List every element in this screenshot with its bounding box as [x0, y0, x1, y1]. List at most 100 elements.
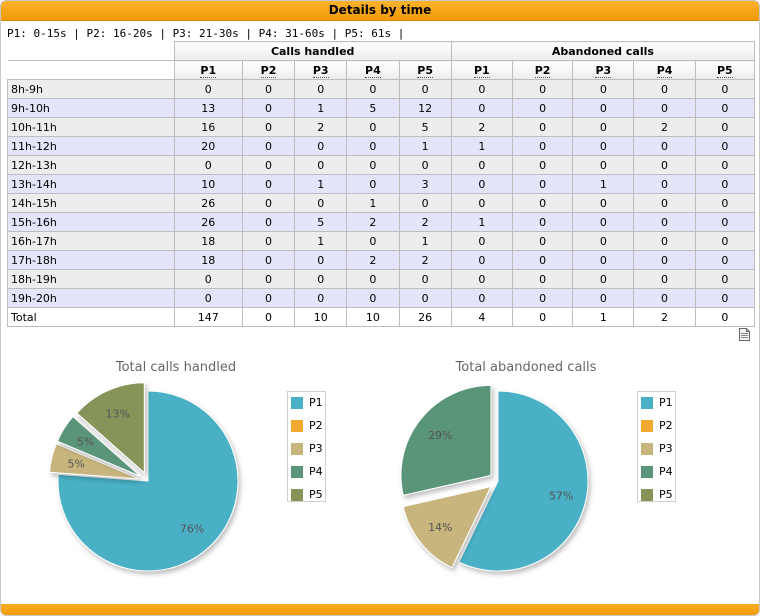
table-cell: 0: [241, 307, 296, 327]
table-cell: 2: [398, 212, 452, 232]
column-header-abandoned-p4[interactable]: P4: [633, 60, 696, 80]
table-cell: 0: [633, 155, 696, 175]
row-label: 12h-13h: [7, 155, 175, 175]
pie-slice-p4[interactable]: [400, 384, 492, 497]
table-cell: 0: [694, 98, 756, 118]
table-row: 11h-12h 20 0 0 0 1 1 0 0 0 0: [7, 136, 756, 156]
pie-slice-p1[interactable]: [458, 390, 589, 572]
table-cell: 0: [572, 288, 635, 308]
table-cell: 0: [633, 79, 696, 99]
column-header-abandoned-p1[interactable]: P1: [450, 60, 513, 80]
table-cell: 1: [450, 212, 513, 232]
table-cell: 16: [173, 117, 243, 137]
table-cell: 0: [633, 288, 696, 308]
pie-slice-label-p4: 29%: [428, 429, 452, 442]
pie-chart-abandoned-calls: 57% 14% 29%: [400, 384, 589, 572]
table-cell: 0: [572, 212, 635, 232]
table-cell: 5: [294, 212, 348, 232]
table-cell: 0: [633, 231, 696, 251]
table-cell: 0: [450, 231, 513, 251]
table-cell: 0: [633, 269, 696, 289]
column-header-handled-p2[interactable]: P2: [241, 60, 296, 80]
table-cell: 12: [398, 98, 452, 118]
column-header-abandoned-p3[interactable]: P3: [572, 60, 635, 80]
table-cell: 1: [294, 231, 348, 251]
column-header-handled-p5[interactable]: P5: [398, 60, 452, 80]
table-cell: 0: [511, 231, 574, 251]
table-cell: 0: [694, 193, 756, 213]
row-label: 9h-10h: [7, 98, 175, 118]
table-cell: 1: [398, 136, 452, 156]
pie-slice-p5[interactable]: [76, 382, 145, 474]
table-cell: 0: [346, 288, 400, 308]
export-document-icon[interactable]: [739, 328, 750, 341]
sub-header-row: P1 P2 P3 P4 P5 P1 P2 P3 P4 P5: [7, 60, 756, 80]
table-cell: 0: [572, 193, 635, 213]
table-cell: 0: [572, 79, 635, 99]
corner-cell: [7, 41, 175, 61]
pie-slice-label-p4: 5%: [77, 436, 94, 449]
table-cell: 0: [694, 231, 756, 251]
table-cell: 0: [511, 307, 574, 327]
table-cell: 0: [572, 269, 635, 289]
pie-slice-p3[interactable]: [402, 485, 492, 569]
table-cell: 0: [450, 193, 513, 213]
table-cell: 0: [694, 117, 756, 137]
table-cell: 0: [241, 136, 296, 156]
column-header-label: P1: [473, 63, 490, 78]
group-header-calls-handled: Calls handled: [173, 41, 452, 61]
table-cell: 1: [572, 174, 635, 194]
group-header-abandoned-calls: Abandoned calls: [450, 41, 756, 61]
table-cell: 5: [398, 117, 452, 137]
legend-label: P2: [659, 419, 673, 432]
table-cell: 0: [241, 98, 296, 118]
table-cell: 0: [241, 155, 296, 175]
row-label: 10h-11h: [7, 117, 175, 137]
table-cell: 1: [294, 174, 348, 194]
row-label: 15h-16h: [7, 212, 175, 232]
table-cell: 0: [450, 98, 513, 118]
table-row: 8h-9h 0 0 0 0 0 0 0 0 0 0: [7, 79, 756, 99]
column-header-abandoned-p2[interactable]: P2: [511, 60, 574, 80]
column-header-label: P2: [534, 63, 551, 78]
column-header-abandoned-p5[interactable]: P5: [694, 60, 756, 80]
table-cell: 0: [633, 174, 696, 194]
table-cell: 0: [450, 269, 513, 289]
row-label: 11h-12h: [7, 136, 175, 156]
table-cell: 0: [511, 269, 574, 289]
pie-slice-label-p3: 14%: [428, 521, 452, 534]
column-header-handled-p1[interactable]: P1: [173, 60, 243, 80]
table-cell: 0: [572, 117, 635, 137]
table-cell: 0: [450, 174, 513, 194]
table-row: 16h-17h 18 0 1 0 1 0 0 0 0 0: [7, 231, 756, 251]
table-row: 18h-19h 0 0 0 0 0 0 0 0 0 0: [7, 269, 756, 289]
table-cell: 0: [633, 98, 696, 118]
column-header-label: P3: [595, 63, 612, 78]
table-row: 12h-13h 0 0 0 0 0 0 0 0 0 0: [7, 155, 756, 175]
column-header-label: P5: [716, 63, 733, 78]
table-cell: 0: [346, 136, 400, 156]
table-cell: 10: [294, 307, 348, 327]
column-header-handled-p4[interactable]: P4: [346, 60, 400, 80]
table-cell: 0: [450, 155, 513, 175]
row-label: 16h-17h: [7, 231, 175, 251]
table-cell: 18: [173, 250, 243, 270]
legend-abandoned-calls: P1 P2 P3 P4 P5: [637, 391, 676, 502]
table-cell: 1: [346, 193, 400, 213]
pie-slice-p1[interactable]: [57, 390, 239, 572]
table-cell: 1: [572, 307, 635, 327]
table-cell: 0: [511, 288, 574, 308]
pie-slice-p3[interactable]: [48, 443, 140, 480]
pie-slice-label-p5: 13%: [105, 408, 129, 421]
table-cell: 0: [241, 117, 296, 137]
table-cell: 0: [173, 269, 243, 289]
table-cell: 0: [294, 193, 348, 213]
table-cell: 0: [346, 155, 400, 175]
legend-swatch: [291, 420, 303, 432]
column-header-handled-p3[interactable]: P3: [294, 60, 348, 80]
legend-swatch: [291, 443, 303, 455]
pie-slice-p4[interactable]: [56, 415, 141, 477]
table-cell: 0: [450, 79, 513, 99]
table-cell: 2: [633, 117, 696, 137]
table-cell: 0: [572, 98, 635, 118]
